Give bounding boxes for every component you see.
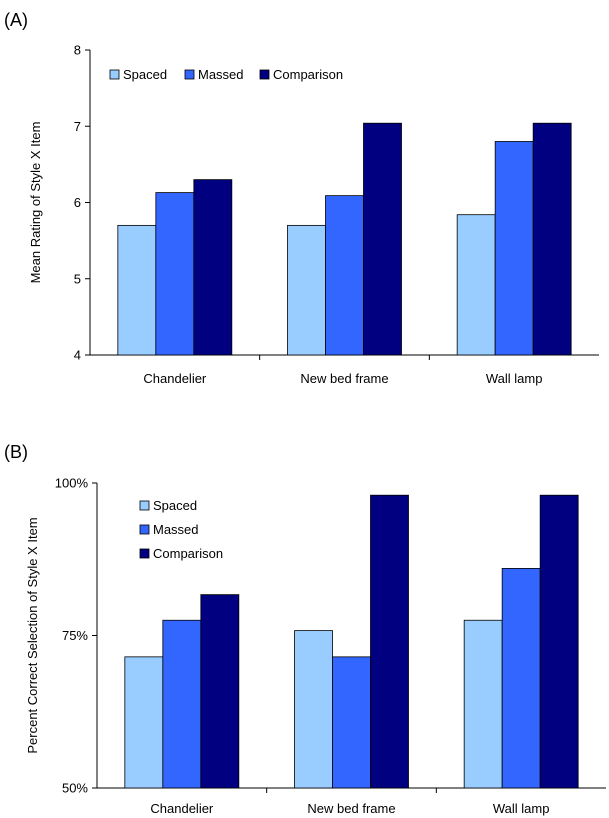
panel-b-label: (B): [4, 442, 28, 462]
x-tick-label: Chandelier: [143, 371, 207, 386]
legend-swatch-comparison: [259, 69, 270, 80]
y-tick-label: 7: [74, 119, 81, 134]
legend-swatch-comparison: [139, 548, 150, 559]
y-tick-label: 100%: [55, 476, 89, 491]
y-tick-label: 8: [74, 43, 81, 58]
bar-massed: [162, 619, 202, 789]
y-axis-title: Percent Correct Selection of Style X Ite…: [25, 517, 40, 753]
bar-spaced: [287, 224, 326, 356]
bar-spaced: [463, 619, 503, 789]
bar-massed: [325, 195, 364, 356]
bar-comparison: [363, 122, 402, 356]
y-tick-label: 4: [74, 348, 81, 363]
x-tick-label: Wall lamp: [486, 371, 543, 386]
x-tick-label: New bed frame: [300, 371, 388, 386]
chart-a: 4 5 6 7 8 Mean Rating of Style X Item Chandeli…: [28, 43, 599, 386]
y-tick-label: 5: [74, 271, 81, 286]
panel-a-label: (A): [4, 10, 28, 30]
bar-comparison: [200, 594, 240, 789]
bar-massed: [494, 141, 534, 356]
x-tick-label: Wall lamp: [493, 801, 550, 816]
chart-b: 50% 75% 100% Percent Correct Selection of S…: [25, 476, 606, 816]
legend-label-comparison: Comparison: [273, 67, 343, 82]
bar-comparison: [193, 179, 233, 356]
y-axis-title: Mean Rating of Style X Item: [28, 122, 43, 284]
legend-swatch-spaced: [109, 69, 120, 80]
legend-label-massed: Massed: [153, 522, 199, 537]
y-tick-label: 50%: [62, 781, 88, 796]
legend-label-comparison: Comparison: [153, 546, 223, 561]
bar-spaced: [124, 656, 164, 789]
bar-massed: [155, 192, 195, 356]
bar-spaced: [456, 214, 496, 356]
legend-swatch-massed: [184, 69, 195, 80]
bar-spaced: [117, 224, 157, 356]
bar-comparison: [532, 122, 572, 356]
bar-massed: [332, 656, 371, 789]
x-tick-label: New bed frame: [307, 801, 395, 816]
bar-comparison: [539, 494, 579, 789]
legend-swatch-massed: [139, 524, 150, 535]
legend-swatch-spaced: [139, 500, 150, 511]
legend-label-spaced: Spaced: [153, 498, 197, 513]
legend-label-spaced: Spaced: [123, 67, 167, 82]
y-tick-label: 75%: [62, 628, 88, 643]
bar-comparison: [370, 494, 409, 789]
legend-label-massed: Massed: [198, 67, 244, 82]
x-tick-label: Chandelier: [150, 801, 214, 816]
bar-massed: [501, 567, 541, 789]
bar-spaced: [294, 630, 333, 789]
y-tick-label: 6: [74, 195, 81, 210]
